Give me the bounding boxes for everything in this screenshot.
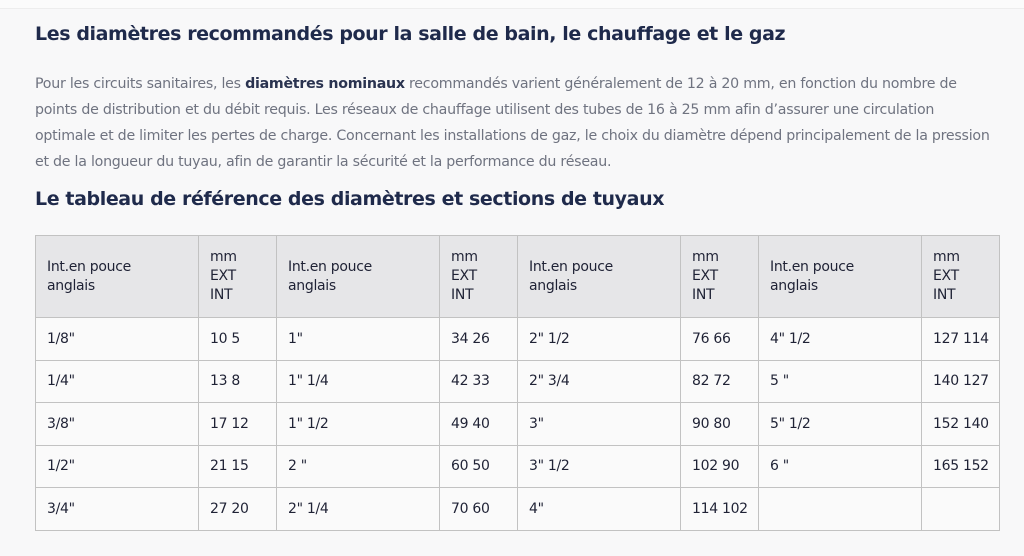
column-header-text: anglais (288, 277, 336, 294)
column-header-text: Int.en pouce (47, 258, 131, 275)
mm-ext-int-cell: 76 66 (680, 317, 759, 361)
column-header-text: EXT (933, 268, 959, 284)
mm-ext-int-cell: 165 152 (921, 444, 1000, 488)
inch-size-cell: 2 " (276, 444, 440, 488)
column-header-text: anglais (47, 277, 95, 294)
column-header: mm EXT INT (921, 235, 1000, 318)
column-header: mm EXT INT (680, 235, 759, 318)
mm-ext-int-cell: 13 8 (198, 359, 277, 403)
mm-ext-int-cell: 21 15 (198, 444, 277, 488)
inch-size-cell: 6 " (758, 444, 922, 488)
inch-size-cell: 2" 1/2 (517, 317, 681, 361)
column-header-text: EXT (210, 268, 236, 284)
inch-size-cell: 5 " (758, 359, 922, 403)
column-header: Int.en pouce anglais (35, 235, 199, 318)
table-row: 3/4" 27 20 2" 1/4 70 60 4" 114 102 (35, 487, 1000, 531)
top-divider (0, 0, 1024, 9)
section-heading: Les diamètres recommandés pour la salle … (35, 23, 786, 45)
inch-size-cell: 2" 3/4 (517, 359, 681, 403)
inch-size-cell: 3/8" (35, 402, 199, 446)
mm-ext-int-cell: 102 90 (680, 444, 759, 488)
inch-size-cell: 1/2" (35, 444, 199, 488)
mm-ext-int-cell: 60 50 (439, 444, 518, 488)
paragraph-text: recommandés varient généralement de 12 à… (35, 76, 990, 170)
paragraph-bold-text: diamètres nominaux (245, 76, 405, 92)
inch-size-cell: 1" (276, 317, 440, 361)
table-header-row: Int.en pouce anglais mm EXT INT Int.en pouce a… (35, 235, 1000, 318)
column-header: Int.en pouce anglais (758, 235, 922, 318)
column-header-text: Int.en pouce (770, 258, 854, 275)
mm-ext-int-cell: 90 80 (680, 402, 759, 446)
column-header-text: Int.en pouce (288, 258, 372, 275)
mm-ext-int-cell: 10 5 (198, 317, 277, 361)
column-header-text: INT (692, 287, 715, 303)
mm-ext-int-cell: 152 140 (921, 402, 1000, 446)
mm-ext-int-cell (921, 487, 1000, 531)
inch-size-cell: 3" 1/2 (517, 444, 681, 488)
table-row: 3/8" 17 12 1" 1/2 49 40 3" 90 80 5" 1/2 152 140 (35, 402, 1000, 446)
mm-ext-int-cell: 27 20 (198, 487, 277, 531)
inch-size-cell: 1/4" (35, 359, 199, 403)
inch-size-cell: 3/4" (35, 487, 199, 531)
mm-ext-int-cell: 140 127 (921, 359, 1000, 403)
inch-size-cell: 4" 1/2 (758, 317, 922, 361)
column-header-text: INT (451, 287, 474, 303)
column-header-text: mm (210, 249, 237, 265)
table-row: 1/2" 21 15 2 " 60 50 3" 1/2 102 90 6 " 165 152 (35, 444, 1000, 488)
column-header-text: mm (692, 249, 719, 265)
mm-ext-int-cell: 82 72 (680, 359, 759, 403)
column-header: mm EXT INT (439, 235, 518, 318)
mm-ext-int-cell: 114 102 (680, 487, 759, 531)
inch-size-cell: 2" 1/4 (276, 487, 440, 531)
mm-ext-int-cell: 127 114 (921, 317, 1000, 361)
column-header: Int.en pouce anglais (517, 235, 681, 318)
column-header-text: EXT (451, 268, 477, 284)
column-header-text: Int.en pouce (529, 258, 613, 275)
table-row: 1/8" 10 5 1" 34 26 2" 1/2 76 66 4" 1/2 127 114 (35, 317, 1000, 361)
inch-size-cell: 5" 1/2 (758, 402, 922, 446)
column-header-text: EXT (692, 268, 718, 284)
column-header-text: INT (210, 287, 233, 303)
intro-paragraph: Pour les circuits sanitaires, les diamèt… (35, 71, 995, 175)
column-header-text: anglais (529, 277, 577, 294)
table-heading: Le tableau de référence des diamètres et… (35, 188, 665, 210)
column-header-text: INT (933, 287, 956, 303)
inch-size-cell: 1" 1/4 (276, 359, 440, 403)
inch-size-cell: 4" (517, 487, 681, 531)
mm-ext-int-cell: 42 33 (439, 359, 518, 403)
mm-ext-int-cell: 70 60 (439, 487, 518, 531)
table-row: 1/4" 13 8 1" 1/4 42 33 2" 3/4 82 72 5 " 140 127 (35, 359, 1000, 403)
column-header: mm EXT INT (198, 235, 277, 318)
mm-ext-int-cell: 49 40 (439, 402, 518, 446)
inch-size-cell (758, 487, 922, 531)
column-header-text: anglais (770, 277, 818, 294)
inch-size-cell: 1" 1/2 (276, 402, 440, 446)
column-header: Int.en pouce anglais (276, 235, 440, 318)
pipe-diameter-table: Int.en pouce anglais mm EXT INT Int.en pouce a… (35, 235, 1000, 531)
paragraph-text: Pour les circuits sanitaires, les (35, 76, 246, 92)
mm-ext-int-cell: 34 26 (439, 317, 518, 361)
inch-size-cell: 3" (517, 402, 681, 446)
column-header-text: mm (451, 249, 478, 265)
inch-size-cell: 1/8" (35, 317, 199, 361)
mm-ext-int-cell: 17 12 (198, 402, 277, 446)
column-header-text: mm (933, 249, 960, 265)
